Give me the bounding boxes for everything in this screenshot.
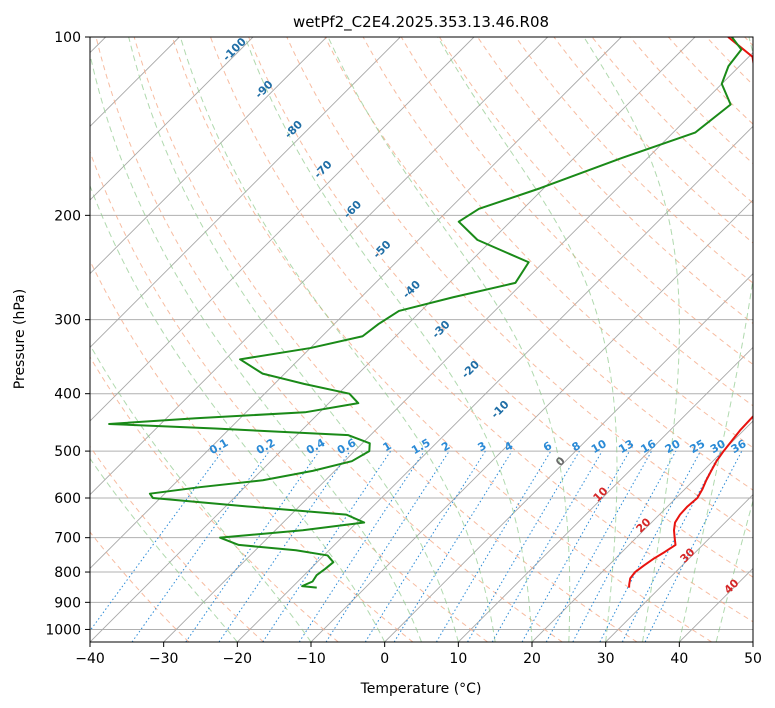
y-tick-label: 500 — [54, 444, 81, 460]
mixing-ratio-line — [298, 450, 425, 642]
moist-adiabat-line — [583, 37, 680, 642]
moist-adiabat-line — [244, 37, 533, 642]
y-tick-label: 700 — [54, 531, 81, 547]
dry-adiabat-line — [362, 37, 753, 449]
isotherm-line — [458, 346, 753, 642]
moist-adiabat-line — [678, 37, 753, 642]
y-tick-label: 1000 — [45, 622, 81, 638]
plot-background — [90, 37, 753, 642]
dry-adiabat-line — [439, 37, 753, 366]
mixing-ratio-line — [545, 450, 653, 642]
moist-adiabat-line — [437, 37, 618, 642]
dry-adiabat-line — [90, 259, 414, 642]
temperature-profile-line — [628, 37, 753, 588]
dry-adiabat-line — [95, 37, 563, 642]
mixing-ratio-line — [90, 450, 223, 632]
x-axis: −40 −30 −20 −10 0 10 20 30 40 50 — [75, 642, 762, 667]
x-tick-label: −40 — [75, 651, 105, 667]
x-tick-label: 30 — [597, 651, 615, 667]
isotherm-line — [163, 52, 753, 642]
chart-title: wetPf2_C2E4.2025.353.13.46.R08 — [293, 13, 549, 32]
y-tick-label: 900 — [54, 595, 81, 611]
x-tick-label: 40 — [670, 651, 688, 667]
x-tick-label: 20 — [523, 651, 541, 667]
isotherm-line — [90, 37, 622, 569]
dry-adiabat-line — [248, 37, 753, 578]
moist-adiabat-line — [715, 499, 753, 642]
mixing-ratio-line — [131, 450, 270, 642]
x-tick-label: 10 — [449, 651, 467, 667]
dry-adiabat-line — [210, 37, 753, 623]
isotherm-line — [605, 494, 753, 642]
x-tick-label: 50 — [744, 651, 762, 667]
isotherm-line — [90, 37, 327, 275]
isotherm-line — [90, 37, 696, 642]
moist-adiabat-line — [90, 52, 422, 642]
isotherm-line — [752, 641, 753, 642]
moist-adiabat-line — [90, 457, 238, 642]
mixing-ratio-line — [521, 450, 630, 642]
moist-adiabat-line — [327, 37, 571, 642]
isotherm-line — [90, 37, 475, 422]
y-tick-label: 300 — [54, 313, 81, 329]
x-tick-label: −30 — [149, 651, 179, 667]
y-tick-label: 800 — [54, 565, 81, 581]
moist-adiabat-line — [128, 37, 459, 642]
y-tick-label: 200 — [54, 208, 81, 224]
isotherm-line — [90, 37, 548, 496]
y-axis-label: Pressure (hPa) — [12, 289, 28, 389]
y-tick-label: 600 — [54, 491, 81, 507]
y-tick-label: 400 — [54, 387, 81, 403]
x-tick-label: −20 — [223, 651, 253, 667]
isotherm-line — [237, 125, 753, 642]
mixing-ratio-line — [218, 450, 351, 642]
dewpoint-profile-line — [108, 37, 743, 589]
dry-adiabat-line — [133, 37, 638, 642]
moist-adiabat-line — [90, 184, 386, 642]
y-tick-label: 100 — [54, 30, 81, 46]
dry-adiabat-line — [400, 37, 753, 407]
x-axis-label: Temperature (°C) — [360, 681, 482, 697]
mixing-ratio-line — [572, 450, 677, 642]
dry-adiabat-line — [90, 531, 190, 642]
isotherm-line — [531, 420, 753, 642]
mixing-ratio-line — [393, 450, 513, 642]
isotherm-line — [90, 37, 254, 201]
plot-frame — [89, 36, 754, 643]
moist-adiabat-line — [90, 344, 312, 642]
x-tick-label: 0 — [380, 651, 389, 667]
mixing-ratio-line — [185, 450, 320, 642]
moist-adiabat-line — [179, 37, 496, 642]
isotherm-line — [384, 273, 753, 642]
x-tick-label: −10 — [296, 651, 326, 667]
dry-adiabat-line — [324, 37, 753, 491]
mixing-ratio-line — [262, 450, 392, 642]
mixing-ratio-line — [644, 450, 743, 642]
isotherm-line — [90, 37, 401, 348]
y-axis: 100 200 300 400 500 600 700 800 900 1000 — [45, 30, 90, 638]
mixing-ratio-line — [325, 450, 450, 642]
dry-adiabat-line — [286, 37, 753, 534]
